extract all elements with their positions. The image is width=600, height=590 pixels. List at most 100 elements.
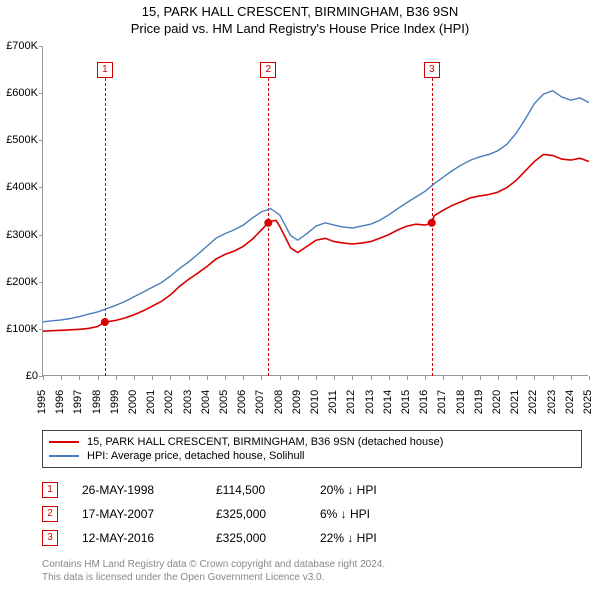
- title-line-1: 15, PARK HALL CRESCENT, BIRMINGHAM, B36 …: [0, 4, 600, 19]
- x-tick: [43, 376, 44, 380]
- attribution-line-2: This data is licensed under the Open Gov…: [42, 571, 582, 584]
- x-tick: [443, 376, 444, 380]
- x-tick: [571, 376, 572, 380]
- y-tick-label: £0: [0, 370, 38, 382]
- sale-marker-dot: [101, 318, 109, 326]
- sale-date: 12-MAY-2016: [82, 531, 192, 545]
- x-tick-label: 2018: [455, 390, 467, 414]
- x-tick: [243, 376, 244, 380]
- y-tick-label: £700K: [0, 40, 38, 52]
- x-tick: [170, 376, 171, 380]
- series-line: [43, 154, 589, 331]
- x-tick-label: 2005: [218, 390, 230, 414]
- x-tick: [225, 376, 226, 380]
- x-tick: [134, 376, 135, 380]
- chart-plot-area: 123: [42, 46, 588, 376]
- x-tick: [334, 376, 335, 380]
- x-tick: [407, 376, 408, 380]
- x-tick: [98, 376, 99, 380]
- attribution: Contains HM Land Registry data © Crown c…: [42, 558, 582, 584]
- x-tick: [316, 376, 317, 380]
- sale-date: 17-MAY-2007: [82, 507, 192, 521]
- sale-row: 126-MAY-1998£114,50020% ↓ HPI: [42, 478, 582, 502]
- y-tick-label: £500K: [0, 134, 38, 146]
- x-tick-label: 2009: [291, 390, 303, 414]
- x-tick-label: 1995: [36, 390, 48, 414]
- sale-marker-dot: [428, 219, 436, 227]
- x-tick-label: 2025: [582, 390, 594, 414]
- sale-diff: 6% ↓ HPI: [320, 507, 430, 521]
- x-tick: [462, 376, 463, 380]
- chart-svg: [43, 46, 589, 376]
- sale-row-marker: 2: [42, 506, 58, 522]
- x-tick: [207, 376, 208, 380]
- x-tick-label: 2013: [364, 390, 376, 414]
- legend-row: HPI: Average price, detached house, Soli…: [49, 449, 575, 463]
- y-tick-label: £100K: [0, 323, 38, 335]
- x-tick: [553, 376, 554, 380]
- sale-date: 26-MAY-1998: [82, 483, 192, 497]
- x-tick-label: 1999: [109, 390, 121, 414]
- attribution-line-1: Contains HM Land Registry data © Crown c…: [42, 558, 582, 571]
- sale-row-marker: 3: [42, 530, 58, 546]
- y-tick-label: £400K: [0, 181, 38, 193]
- legend-row: 15, PARK HALL CRESCENT, BIRMINGHAM, B36 …: [49, 435, 575, 449]
- x-tick-label: 1997: [72, 390, 84, 414]
- x-tick: [352, 376, 353, 380]
- x-tick-label: 2021: [509, 390, 521, 414]
- series-line: [43, 91, 589, 322]
- x-tick-label: 2022: [527, 390, 539, 414]
- x-tick-label: 2003: [182, 390, 194, 414]
- sale-marker-dot: [264, 219, 272, 227]
- x-tick: [425, 376, 426, 380]
- legend-box: 15, PARK HALL CRESCENT, BIRMINGHAM, B36 …: [42, 430, 582, 468]
- x-tick: [371, 376, 372, 380]
- y-tick-label: £600K: [0, 87, 38, 99]
- x-tick: [152, 376, 153, 380]
- x-tick-label: 2014: [382, 390, 394, 414]
- x-tick-label: 2012: [345, 390, 357, 414]
- x-tick-label: 2002: [163, 390, 175, 414]
- x-tick: [79, 376, 80, 380]
- x-tick-label: 2020: [491, 390, 503, 414]
- x-tick-label: 2006: [236, 390, 248, 414]
- x-tick-label: 2017: [436, 390, 448, 414]
- x-tick: [589, 376, 590, 380]
- sale-price: £114,500: [216, 483, 296, 497]
- sale-price: £325,000: [216, 507, 296, 521]
- y-tick-label: £200K: [0, 276, 38, 288]
- sale-row: 2 17-MAY-2007 £325,000 6% ↓ HPI: [42, 502, 582, 526]
- x-tick-label: 2015: [400, 390, 412, 414]
- sale-row: 3 12-MAY-2016 £325,000 22% ↓ HPI: [42, 526, 582, 550]
- x-tick: [116, 376, 117, 380]
- x-tick: [516, 376, 517, 380]
- x-tick-label: 1998: [91, 390, 103, 414]
- x-tick: [61, 376, 62, 380]
- legend-swatch: [49, 441, 79, 443]
- x-tick-label: 2010: [309, 390, 321, 414]
- legend-swatch: [49, 455, 79, 457]
- legend-label: HPI: Average price, detached house, Soli…: [87, 450, 305, 462]
- title-line-2: Price paid vs. HM Land Registry's House …: [0, 19, 600, 36]
- x-tick-label: 2001: [145, 390, 157, 414]
- sale-diff: 22% ↓ HPI: [320, 531, 430, 545]
- legend-label: 15, PARK HALL CRESCENT, BIRMINGHAM, B36 …: [87, 436, 443, 448]
- x-tick: [280, 376, 281, 380]
- x-tick-label: 2023: [546, 390, 558, 414]
- x-tick: [534, 376, 535, 380]
- x-tick: [389, 376, 390, 380]
- sale-row-marker: 1: [42, 482, 58, 498]
- x-tick-label: 2000: [127, 390, 139, 414]
- x-tick: [498, 376, 499, 380]
- x-tick-label: 2019: [473, 390, 485, 414]
- sales-table: 126-MAY-1998£114,50020% ↓ HPI217-MAY-200…: [42, 478, 582, 550]
- x-tick-label: 2008: [273, 390, 285, 414]
- y-tick-label: £300K: [0, 229, 38, 241]
- x-tick-label: 2007: [254, 390, 266, 414]
- sale-price: £325,000: [216, 531, 296, 545]
- x-tick-label: 2004: [200, 390, 212, 414]
- x-tick-label: 1996: [54, 390, 66, 414]
- x-tick: [189, 376, 190, 380]
- x-tick-label: 2024: [564, 390, 576, 414]
- x-tick: [298, 376, 299, 380]
